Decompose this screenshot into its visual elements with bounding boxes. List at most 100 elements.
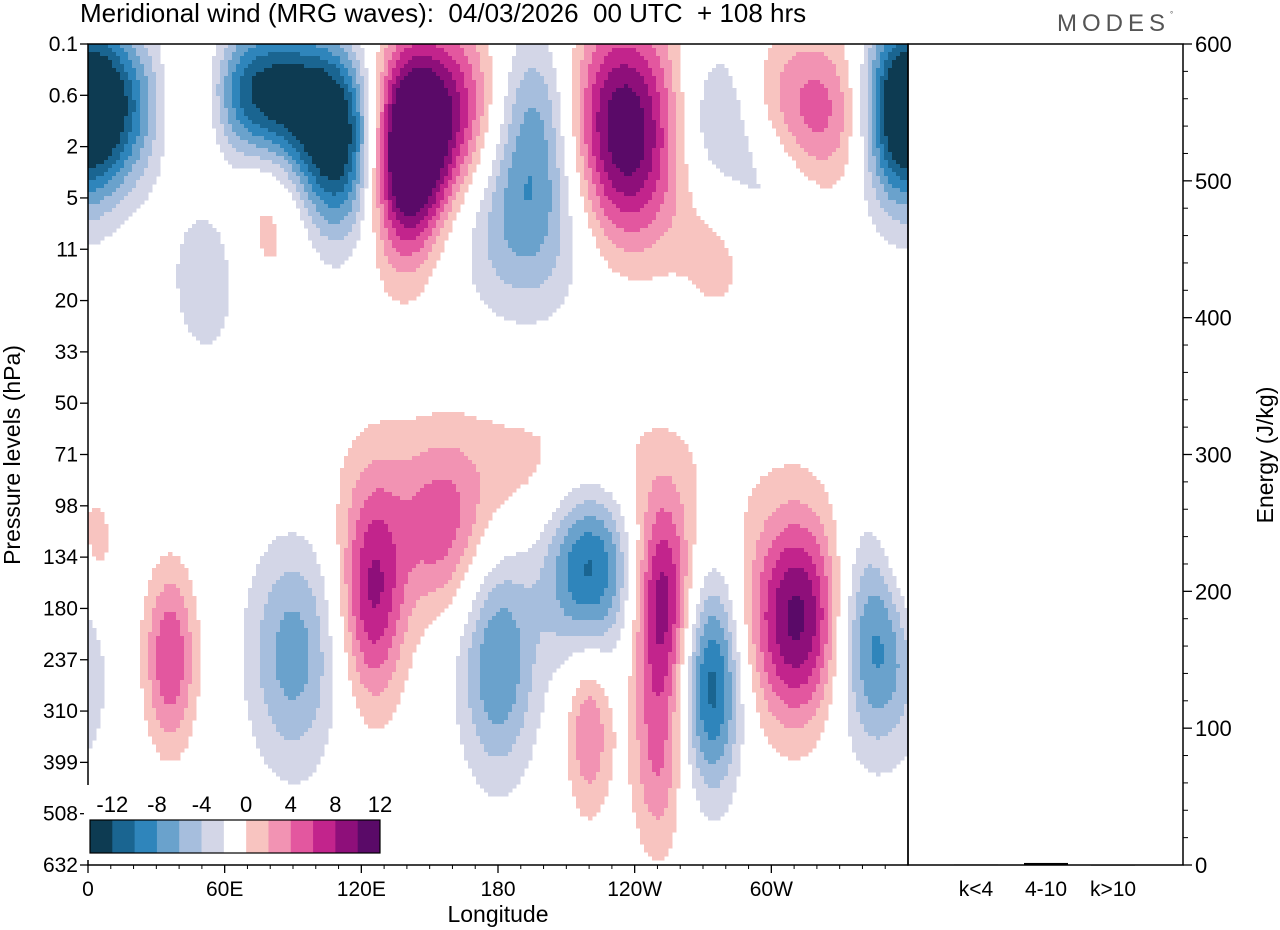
heat-cell (504, 160, 509, 165)
heat-cell (296, 124, 301, 129)
heat-cell (92, 56, 97, 61)
heat-cell (404, 108, 409, 113)
heat-cell (152, 76, 157, 81)
heat-cell (476, 52, 481, 57)
heat-cell (88, 116, 93, 121)
heat-cell (340, 48, 345, 53)
heat-cell (280, 100, 285, 105)
heat-cell (680, 112, 685, 117)
heat-cell (236, 116, 241, 121)
heat-cell (324, 48, 329, 53)
heat-cell (376, 140, 381, 145)
heat-cell (248, 52, 253, 57)
heat-cell (776, 84, 781, 89)
heat-cell (276, 48, 281, 53)
heat-cell (316, 92, 321, 97)
heat-cell (244, 124, 249, 129)
heat-cell (232, 148, 237, 153)
heat-cell (440, 104, 445, 109)
heat-cell (240, 140, 245, 145)
heat-cell (288, 48, 293, 53)
heat-cell (320, 76, 325, 81)
heat-cell (288, 104, 293, 109)
heat-cell (440, 88, 445, 93)
heat-cell (792, 80, 797, 85)
heat-cell (548, 100, 553, 105)
heat-cell (652, 104, 657, 109)
heat-cell (724, 148, 729, 153)
heat-cell (260, 88, 265, 93)
heat-cell (580, 104, 585, 109)
heat-cell (644, 140, 649, 145)
heat-cell (888, 116, 893, 121)
heat-cell (408, 164, 413, 169)
heat-cell (648, 100, 653, 105)
heat-cell (420, 156, 425, 161)
heat-cell (624, 44, 629, 49)
heat-cell (520, 104, 525, 109)
heat-cell (136, 108, 141, 113)
heat-cell (472, 96, 477, 101)
heat-cell (840, 72, 845, 77)
heat-cell (252, 128, 257, 133)
heat-cell (104, 84, 109, 89)
heat-cell (440, 132, 445, 137)
heat-cell (516, 140, 521, 145)
heat-cell (708, 100, 713, 105)
heat-cell (148, 100, 153, 105)
heat-cell (820, 128, 825, 133)
heat-cell (224, 52, 229, 57)
heat-cell (452, 132, 457, 137)
heat-cell (420, 112, 425, 117)
heat-cell (100, 104, 105, 109)
heat-cell (108, 56, 113, 61)
heat-cell (540, 64, 545, 69)
heat-cell (616, 124, 621, 129)
heat-cell (400, 136, 405, 141)
heat-cell (152, 136, 157, 141)
heat-cell (240, 72, 245, 77)
heat-cell (136, 72, 141, 77)
heat-cell (232, 48, 237, 53)
heat-cell (612, 132, 617, 137)
heat-cell (540, 136, 545, 141)
heat-cell (828, 116, 833, 121)
heat-cell (612, 128, 617, 133)
heat-cell (668, 120, 673, 125)
heat-cell (792, 136, 797, 141)
heat-cell (300, 152, 305, 157)
heat-cell (512, 56, 517, 61)
heat-cell (872, 48, 877, 53)
heat-cell (268, 68, 273, 73)
heat-cell (144, 152, 149, 157)
heat-cell (800, 136, 805, 141)
heat-cell (508, 104, 513, 109)
heat-cell (784, 148, 789, 153)
heat-cell (316, 64, 321, 69)
heat-cell (592, 72, 597, 77)
heat-cell (620, 124, 625, 129)
heat-cell (128, 88, 133, 93)
heat-cell (828, 120, 833, 125)
heat-cell (708, 108, 713, 113)
heat-cell (352, 144, 357, 149)
heat-cell (584, 84, 589, 89)
heat-cell (864, 132, 869, 137)
heat-cell (484, 60, 489, 65)
heat-cell (728, 88, 733, 93)
heat-cell (104, 140, 109, 145)
heat-cell (672, 116, 677, 121)
heat-cell (236, 164, 241, 169)
heat-cell (668, 96, 673, 101)
heat-cell (364, 144, 369, 149)
heat-cell (232, 72, 237, 77)
heat-cell (536, 44, 541, 49)
heat-cell (444, 84, 449, 89)
heat-cell (628, 52, 633, 57)
heat-cell (300, 56, 305, 61)
heat-cell (252, 88, 257, 93)
heat-cell (464, 156, 469, 161)
heat-cell (896, 72, 901, 77)
heat-cell (572, 68, 577, 73)
heat-cell (232, 80, 237, 85)
